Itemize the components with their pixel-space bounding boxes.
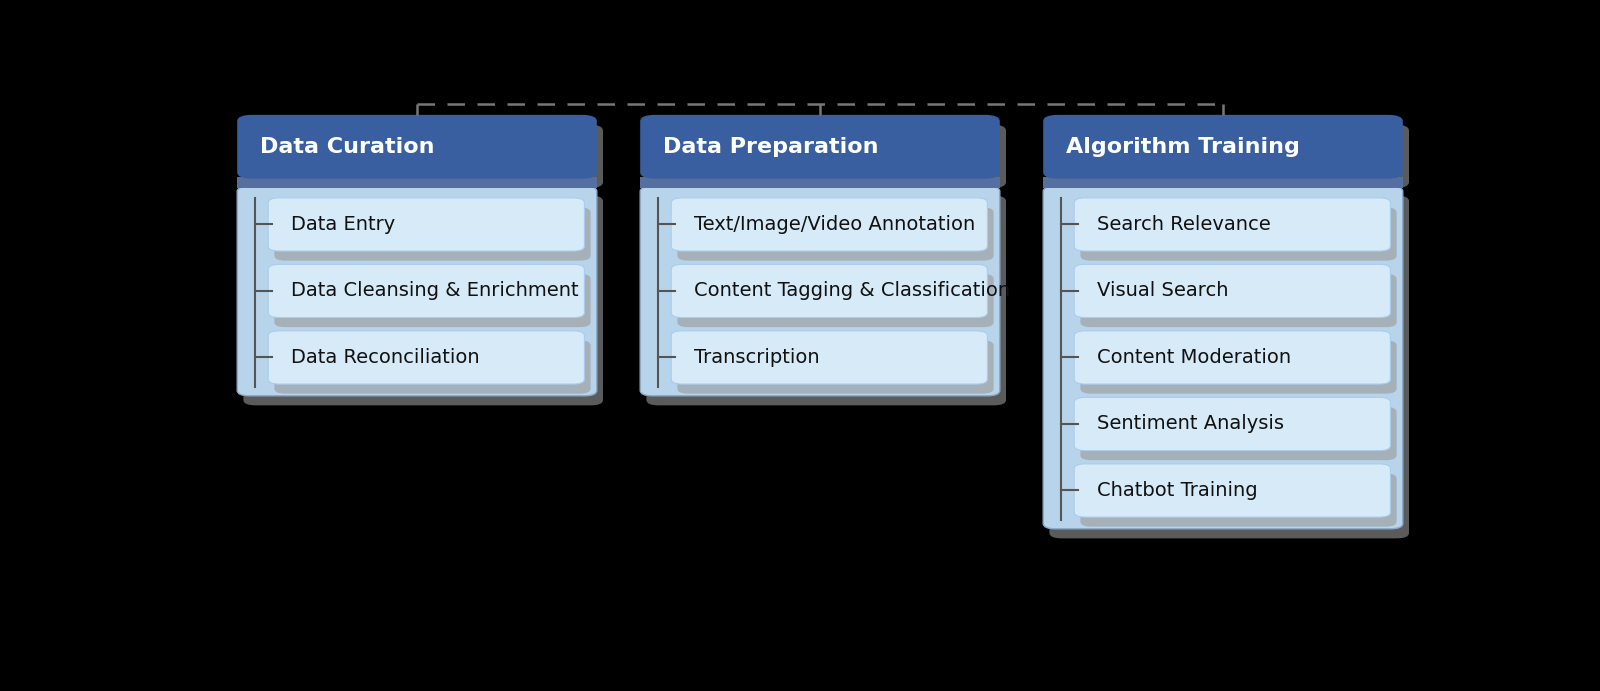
FancyBboxPatch shape	[672, 198, 987, 251]
FancyBboxPatch shape	[646, 196, 1006, 406]
Text: Visual Search: Visual Search	[1096, 281, 1229, 301]
Bar	[640, 177, 1000, 188]
FancyBboxPatch shape	[1074, 464, 1390, 517]
FancyBboxPatch shape	[646, 124, 1006, 188]
FancyBboxPatch shape	[1043, 186, 1403, 529]
FancyBboxPatch shape	[275, 274, 590, 327]
FancyBboxPatch shape	[677, 274, 994, 327]
FancyBboxPatch shape	[243, 124, 603, 188]
Text: Data Cleansing & Enrichment: Data Cleansing & Enrichment	[291, 281, 578, 301]
FancyBboxPatch shape	[640, 186, 1000, 396]
FancyBboxPatch shape	[677, 207, 994, 261]
Text: Algorithm Training: Algorithm Training	[1066, 137, 1299, 157]
FancyBboxPatch shape	[243, 196, 603, 406]
FancyBboxPatch shape	[640, 115, 1000, 179]
FancyBboxPatch shape	[1080, 341, 1397, 394]
Text: Data Reconciliation: Data Reconciliation	[291, 348, 478, 367]
Text: Text/Image/Video Annotation: Text/Image/Video Annotation	[693, 215, 974, 234]
Text: Data Preparation: Data Preparation	[662, 137, 878, 157]
FancyBboxPatch shape	[275, 207, 590, 261]
Bar	[237, 177, 597, 188]
FancyBboxPatch shape	[269, 265, 584, 318]
FancyBboxPatch shape	[1080, 473, 1397, 527]
Text: Transcription: Transcription	[693, 348, 819, 367]
Text: Data Curation: Data Curation	[259, 137, 434, 157]
FancyBboxPatch shape	[672, 265, 987, 318]
FancyBboxPatch shape	[1074, 331, 1390, 384]
FancyBboxPatch shape	[1050, 124, 1410, 188]
Text: Sentiment Analysis: Sentiment Analysis	[1096, 415, 1283, 433]
FancyBboxPatch shape	[1080, 274, 1397, 327]
Text: Data Entry: Data Entry	[291, 215, 395, 234]
FancyBboxPatch shape	[275, 341, 590, 394]
Bar	[1043, 177, 1403, 188]
FancyBboxPatch shape	[1080, 407, 1397, 460]
FancyBboxPatch shape	[672, 331, 987, 384]
FancyBboxPatch shape	[1050, 196, 1410, 538]
FancyBboxPatch shape	[1043, 115, 1403, 179]
Text: Chatbot Training: Chatbot Training	[1096, 481, 1258, 500]
FancyBboxPatch shape	[269, 331, 584, 384]
FancyBboxPatch shape	[237, 115, 597, 179]
FancyBboxPatch shape	[1074, 397, 1390, 451]
FancyBboxPatch shape	[1080, 207, 1397, 261]
FancyBboxPatch shape	[1074, 198, 1390, 251]
FancyBboxPatch shape	[269, 198, 584, 251]
Text: Search Relevance: Search Relevance	[1096, 215, 1270, 234]
FancyBboxPatch shape	[1074, 265, 1390, 318]
Text: Content Tagging & Classification: Content Tagging & Classification	[693, 281, 1010, 301]
FancyBboxPatch shape	[677, 341, 994, 394]
Text: Content Moderation: Content Moderation	[1096, 348, 1291, 367]
FancyBboxPatch shape	[237, 186, 597, 396]
